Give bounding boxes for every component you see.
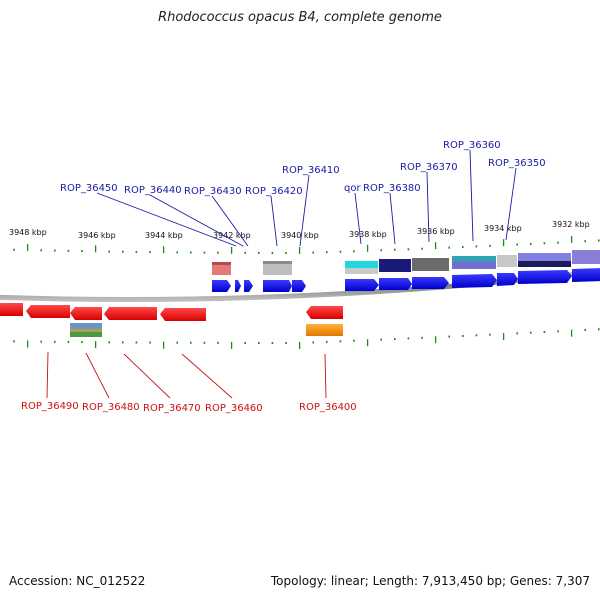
annotation-box <box>70 323 102 329</box>
gene-arrow[interactable] <box>572 268 600 282</box>
gene-arrow[interactable] <box>70 307 102 320</box>
gene-arrow[interactable] <box>235 280 241 292</box>
feature-annotation-boxes <box>212 250 600 275</box>
gene-label[interactable]: ROP_36360 <box>443 140 501 151</box>
gene-arrow[interactable] <box>26 305 70 318</box>
annotation-box <box>518 261 571 267</box>
scale-label: 3942 kbp <box>213 231 251 240</box>
gene-arrow[interactable] <box>263 280 292 292</box>
forward-gene-track <box>212 268 600 292</box>
gene-label[interactable]: ROP_36480 <box>82 402 140 413</box>
scale-ticks-reverse <box>13 328 600 349</box>
gene-arrow[interactable] <box>104 307 157 320</box>
reverse-leader-lines <box>46 351 327 399</box>
gene-label[interactable]: ROP_36350 <box>488 158 546 169</box>
gene-arrow[interactable] <box>452 274 497 288</box>
genome-summary: Topology: linear; Length: 7,913,450 bp; … <box>270 574 590 588</box>
genome-title: Rhodococcus opacus B4, complete genome <box>158 10 442 25</box>
reverse-gene-track <box>0 303 343 321</box>
gene-arrow[interactable] <box>518 270 572 284</box>
annotation-box <box>345 268 378 274</box>
scale-label: 3936 kbp <box>417 227 455 236</box>
scale-ticks-forward <box>13 235 600 254</box>
scale-label: 3932 kbp <box>552 220 590 229</box>
annotation-box <box>263 262 292 275</box>
scale-label: 3948 kbp <box>9 228 47 237</box>
annotation-box <box>306 324 343 336</box>
annotation-box <box>345 261 378 268</box>
annotation-box <box>379 259 411 272</box>
gene-label[interactable]: ROP_36440 <box>124 185 182 196</box>
gene-arrow[interactable] <box>345 279 379 291</box>
scale-label: 3944 kbp <box>145 231 183 240</box>
gene-label[interactable]: ROP_36450 <box>60 183 118 194</box>
annotation-box <box>497 255 517 267</box>
gene-arrow[interactable] <box>160 308 206 321</box>
gene-label[interactable]: ROP_36420 <box>245 186 303 197</box>
forward-leader-lines <box>96 149 517 247</box>
gene-label[interactable]: ROP_36470 <box>143 403 201 414</box>
gene-label[interactable]: ROP_36380 <box>363 183 421 194</box>
annotation-box <box>212 262 231 265</box>
reverse-annotation-boxes <box>70 323 343 337</box>
annotation-box <box>572 250 600 264</box>
annotation-box <box>452 261 496 269</box>
gene-label[interactable]: ROP_36370 <box>400 162 458 173</box>
scale-label: 3940 kbp <box>281 231 319 240</box>
gene-arrow[interactable] <box>306 306 343 319</box>
gene-label[interactable]: ROP_36400 <box>299 402 357 413</box>
annotation-box <box>412 258 449 271</box>
gene-label[interactable]: qor <box>344 183 361 194</box>
annotation-box <box>263 261 292 264</box>
gene-arrow[interactable] <box>497 273 518 286</box>
gene-label[interactable]: ROP_36410 <box>282 165 340 176</box>
scale-label: 3946 kbp <box>78 231 116 240</box>
gene-label[interactable]: ROP_36430 <box>184 186 242 197</box>
gene-arrow[interactable] <box>292 280 306 292</box>
annotation-box <box>212 263 231 275</box>
annotation-box <box>70 329 102 332</box>
accession-label: Accession: NC_012522 <box>9 574 146 588</box>
gene-label[interactable]: ROP_36490 <box>21 401 79 412</box>
scale-label: 3938 kbp <box>349 230 387 239</box>
gene-label[interactable]: ROP_36460 <box>205 403 263 414</box>
gene-arrow[interactable] <box>212 280 231 292</box>
annotation-box <box>70 332 102 337</box>
gene-arrow[interactable] <box>244 280 253 292</box>
scale-label: 3934 kbp <box>484 224 522 233</box>
gene-arrow[interactable] <box>0 303 23 316</box>
gene-arrow[interactable] <box>379 278 412 290</box>
annotation-box <box>452 256 496 261</box>
annotation-box <box>518 253 571 261</box>
gene-arrow[interactable] <box>412 277 449 289</box>
